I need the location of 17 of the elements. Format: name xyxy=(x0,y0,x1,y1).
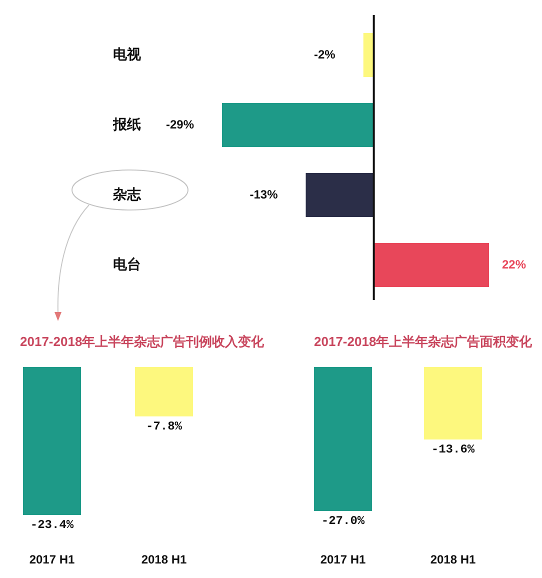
data-label: -13% xyxy=(250,187,278,202)
data-label: -29% xyxy=(166,117,194,132)
x-tick-label: 2017 H1 xyxy=(29,552,76,567)
chart-title: 2017-2018年上半年杂志广告面积变化 xyxy=(313,333,534,351)
x-tick-label: 2017 H1 xyxy=(320,552,366,567)
chart-title: 2017-2018年上半年杂志广告刊例收入变化 xyxy=(19,333,266,351)
data-label: -23.4% xyxy=(30,518,74,532)
data-label: -13.6% xyxy=(431,442,476,457)
data-label: 22% xyxy=(502,257,526,272)
data-label: -2% xyxy=(314,47,336,62)
y-tick-label: 电视 xyxy=(113,46,142,62)
x-tick-label: 2018 H1 xyxy=(141,552,188,567)
x-tick-label: 2018 H1 xyxy=(430,552,476,567)
data-label: -27.0% xyxy=(321,514,366,528)
data-label: -7.8% xyxy=(146,419,183,434)
y-tick-label: 电台 xyxy=(113,256,141,272)
y-tick-label: 杂志 xyxy=(112,186,142,202)
